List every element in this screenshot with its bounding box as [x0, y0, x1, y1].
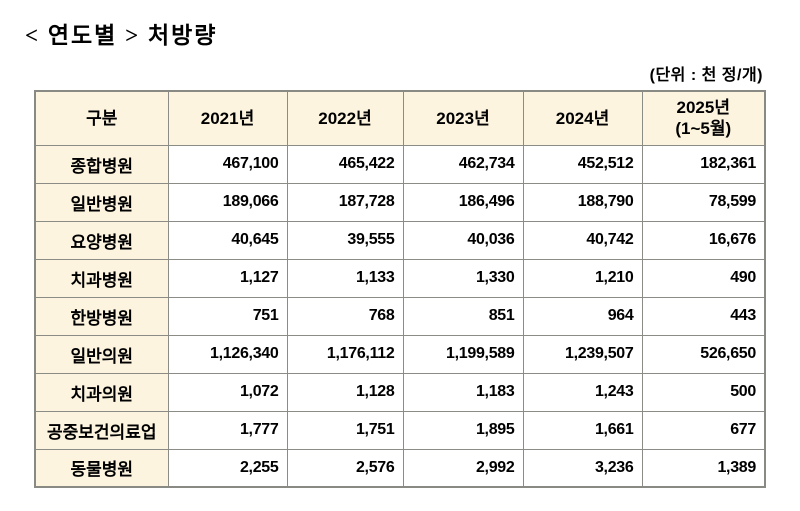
value-cell: 40,742: [522, 220, 643, 260]
value-cell: 40,036: [402, 220, 524, 260]
row-label: 요양병원: [34, 220, 169, 260]
value-cell: 1,126,340: [167, 334, 288, 374]
header-row: 구분 2021년 2022년 2023년 2024년 2025년 (1~5월): [34, 90, 766, 146]
row-label: 일반병원: [34, 182, 169, 222]
row-label: 치과의원: [34, 372, 169, 412]
value-cell: 1,127: [167, 258, 288, 298]
table-row: 종합병원 467,100 465,422 462,734 452,512 182…: [34, 144, 766, 184]
table-row: 일반의원 1,126,340 1,176,112 1,199,589 1,239…: [34, 334, 766, 374]
value-cell: 452,512: [522, 144, 643, 184]
value-cell: 16,676: [641, 220, 766, 260]
value-cell: 526,650: [641, 334, 766, 374]
value-cell: 39,555: [286, 220, 404, 260]
column-header-label: 2023년: [436, 108, 490, 128]
column-header-2023: 2023년: [402, 90, 524, 146]
yearly-prescription-table: 구분 2021년 2022년 2023년 2024년 2025년 (1~5월) …: [34, 90, 766, 488]
value-cell: 78,599: [641, 182, 766, 222]
value-cell: 1,183: [402, 372, 524, 412]
value-cell: 751: [167, 296, 288, 336]
table-row: 동물병원 2,255 2,576 2,992 3,236 1,389: [34, 448, 766, 488]
value-cell: 1,199,589: [402, 334, 524, 374]
table-row: 요양병원 40,645 39,555 40,036 40,742 16,676: [34, 220, 766, 260]
column-header-label: 2024년: [555, 108, 610, 128]
column-header-label: 2021년: [200, 108, 255, 128]
table-row: 공중보건의료업 1,777 1,751 1,895 1,661 677: [34, 410, 766, 450]
value-cell: 186,496: [402, 182, 524, 222]
value-cell: 1,777: [167, 410, 288, 450]
value-cell: 1,389: [641, 448, 766, 488]
row-label: 공중보건의료업: [34, 410, 169, 450]
value-cell: 40,645: [167, 220, 288, 260]
row-label: 동물병원: [34, 448, 169, 488]
value-cell: 2,255: [167, 448, 288, 488]
value-cell: 1,330: [402, 258, 524, 298]
value-cell: 1,176,112: [286, 334, 404, 374]
value-cell: 3,236: [522, 448, 643, 488]
value-cell: 1,239,507: [522, 334, 643, 374]
value-cell: 1,128: [286, 372, 404, 412]
value-cell: 182,361: [641, 144, 766, 184]
column-header-label: 2022년: [318, 108, 372, 128]
unit-label: (단위 : 천 정/개): [649, 67, 763, 84]
table-row: 치과병원 1,127 1,133 1,330 1,210 490: [34, 258, 766, 298]
column-header-label: 구분: [86, 108, 118, 128]
value-cell: 1,895: [402, 410, 524, 450]
value-cell: 189,066: [167, 182, 288, 222]
value-cell: 467,100: [167, 144, 288, 184]
value-cell: 188,790: [522, 182, 643, 222]
column-header-2022: 2022년: [286, 90, 404, 146]
value-cell: 500: [641, 372, 766, 412]
page-title: < 연도별 > 처방량: [25, 23, 218, 48]
value-cell: 187,728: [286, 182, 404, 222]
row-label: 일반의원: [34, 334, 169, 374]
column-header-gubun: 구분: [34, 90, 169, 146]
value-cell: 490: [641, 258, 766, 298]
column-header-2025: 2025년 (1~5월): [641, 90, 766, 146]
value-cell: 465,422: [286, 144, 404, 184]
value-cell: 1,661: [522, 410, 643, 450]
value-cell: 1,133: [286, 258, 404, 298]
value-cell: 2,576: [286, 448, 404, 488]
table-row: 한방병원 751 768 851 964 443: [34, 296, 766, 336]
row-label: 치과병원: [34, 258, 169, 298]
value-cell: 462,734: [402, 144, 524, 184]
row-label: 종합병원: [34, 144, 169, 184]
value-cell: 1,072: [167, 372, 288, 412]
table-row: 일반병원 189,066 187,728 186,496 188,790 78,…: [34, 182, 766, 222]
value-cell: 768: [286, 296, 404, 336]
column-header-sublabel: (1~5월): [675, 119, 732, 139]
value-cell: 1,243: [522, 372, 643, 412]
value-cell: 964: [522, 296, 643, 336]
value-cell: 1,210: [522, 258, 643, 298]
column-header-label: 2025년: [676, 98, 730, 117]
value-cell: 2,992: [402, 448, 524, 488]
value-cell: 851: [402, 296, 524, 336]
row-label: 한방병원: [34, 296, 169, 336]
value-cell: 677: [641, 410, 766, 450]
value-cell: 1,751: [286, 410, 404, 450]
column-header-2021: 2021년: [167, 90, 288, 146]
column-header-2024: 2024년: [522, 90, 643, 146]
table-row: 치과의원 1,072 1,128 1,183 1,243 500: [34, 372, 766, 412]
value-cell: 443: [641, 296, 766, 336]
